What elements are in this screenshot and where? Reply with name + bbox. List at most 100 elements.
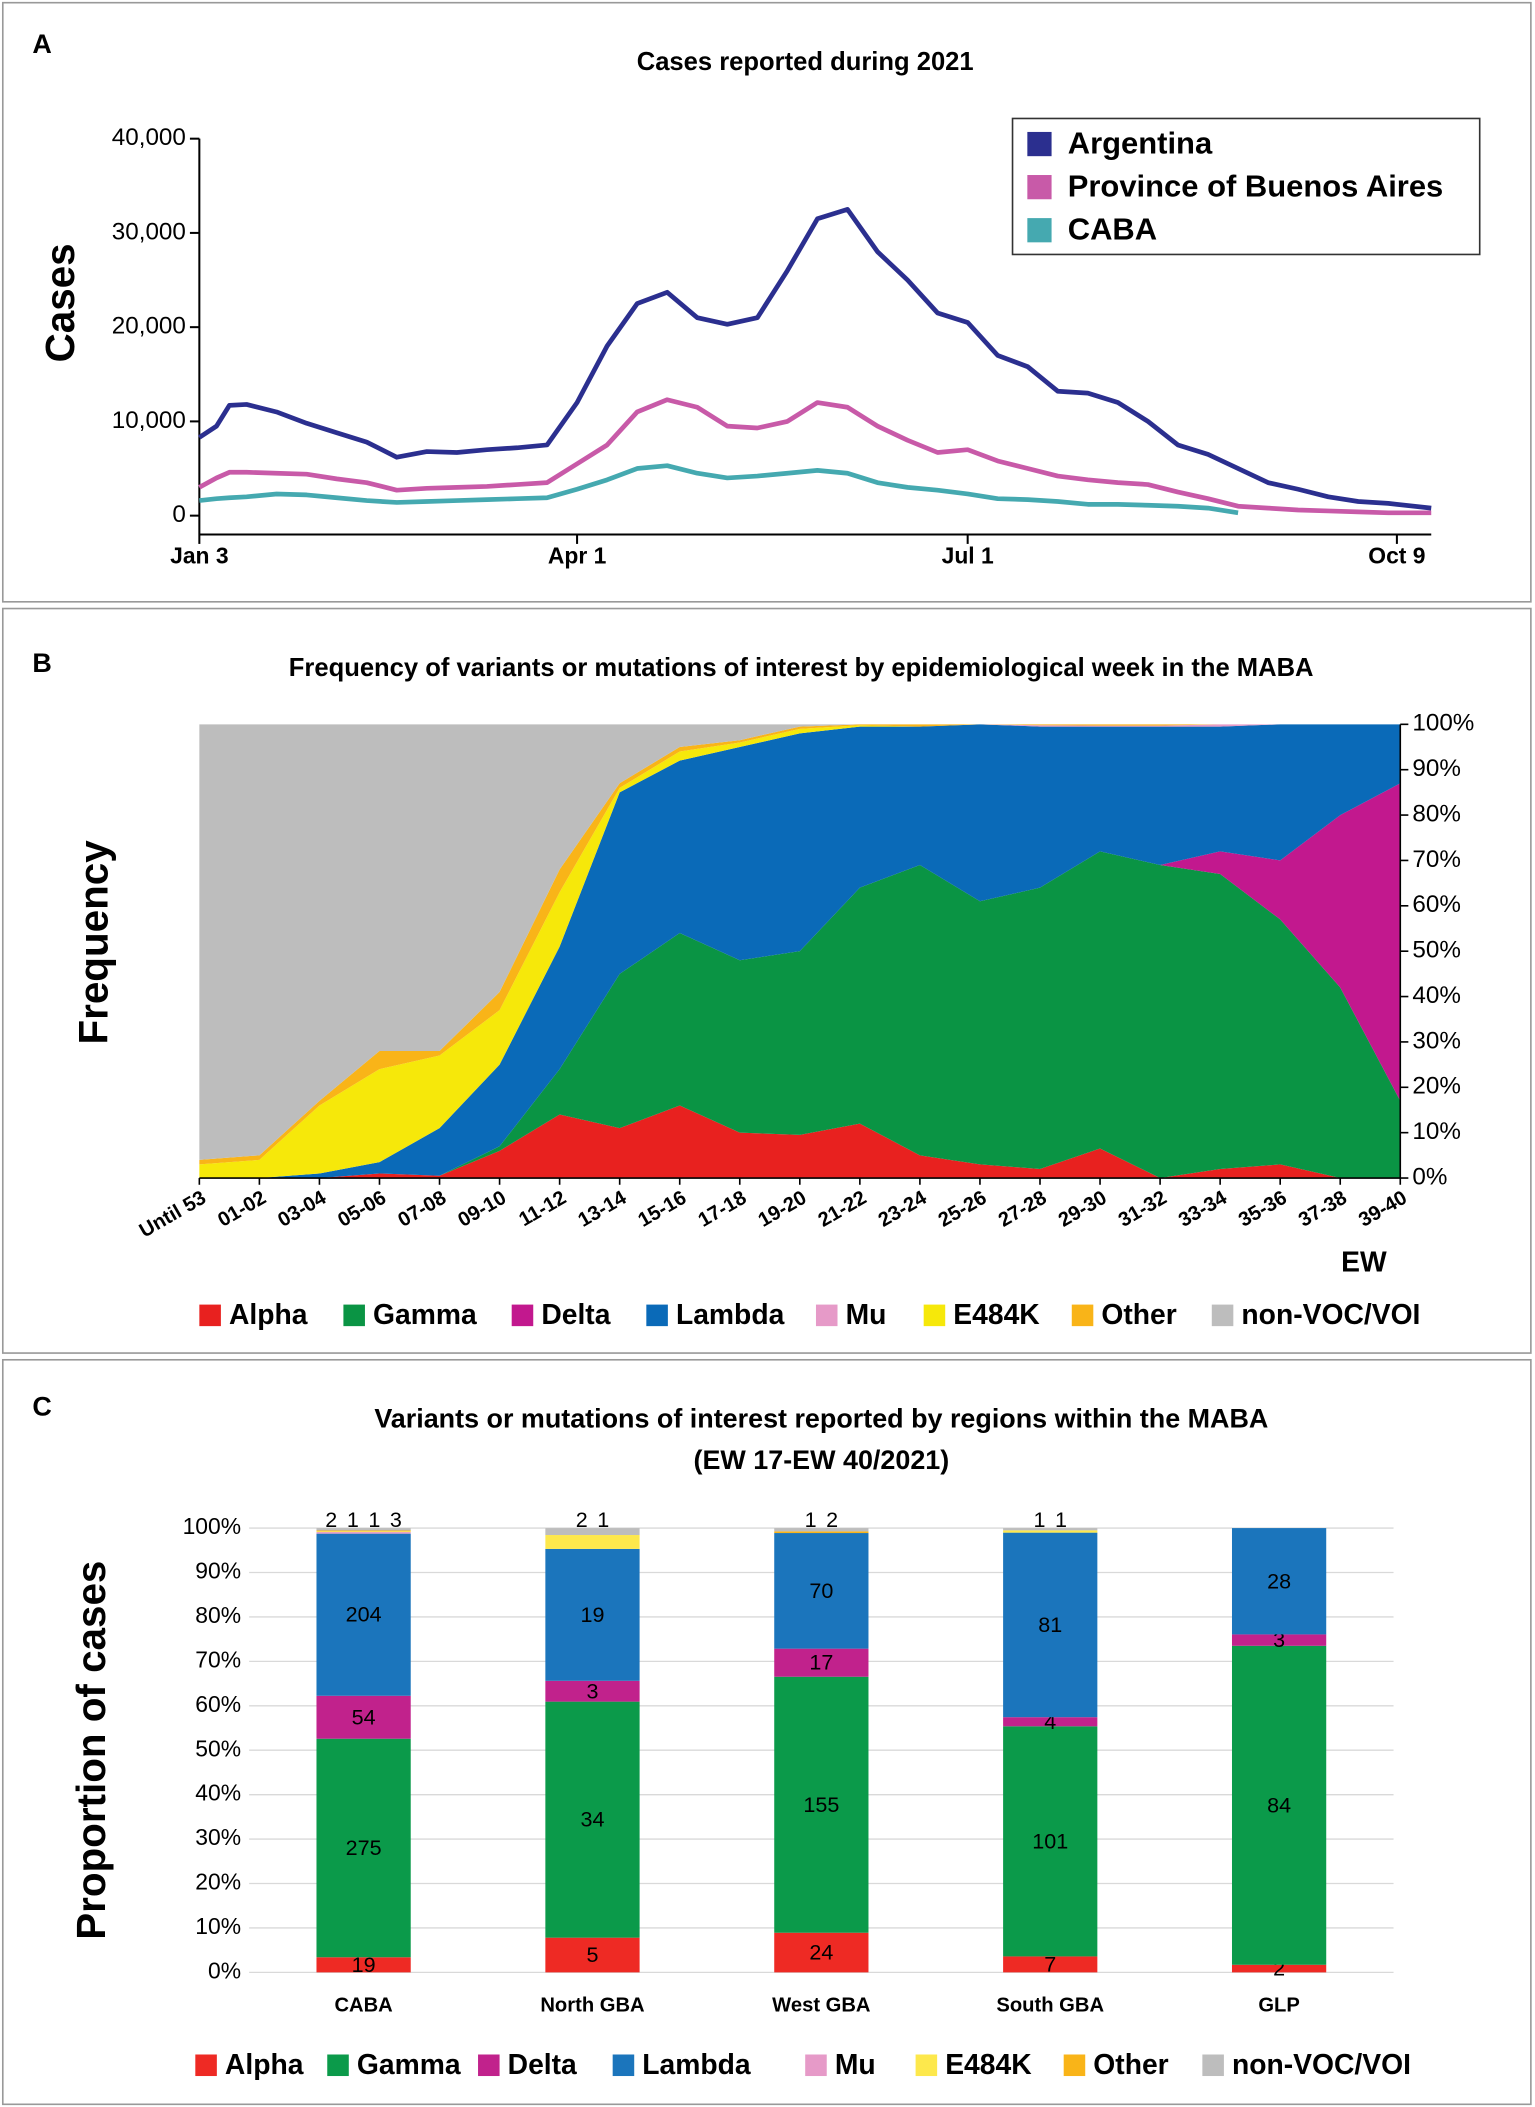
chart-subtitle: (EW 17-EW 40/2021) — [694, 1445, 950, 1475]
bar-segment — [774, 1528, 869, 1532]
chart-title: Variants or mutations of interest report… — [374, 1403, 1268, 1433]
bar-segment — [545, 1701, 640, 1938]
x-tick-label: 15-16 — [635, 1187, 691, 1232]
x-tick-label: Oct 9 — [1368, 542, 1425, 568]
x-tick-label: 31-32 — [1115, 1187, 1171, 1232]
x-tick-label: 03-04 — [274, 1186, 330, 1231]
y-tick-label: 0 — [172, 501, 185, 528]
y-tick-label: 80% — [195, 1602, 241, 1628]
area-series — [199, 724, 1401, 1160]
y-tick-label: 0% — [208, 1957, 241, 1983]
bar-segment — [316, 1532, 411, 1534]
data-label: 1 — [597, 1508, 609, 1532]
panel-label: B — [32, 648, 51, 678]
x-tick-label: CABA — [334, 1994, 393, 2016]
data-label: 3 — [390, 1508, 402, 1532]
bar-segment — [1231, 1634, 1327, 1646]
y-tick-label: 40,000 — [112, 124, 186, 151]
bar-segment — [545, 1680, 640, 1702]
panel-frame — [1, 1358, 1532, 2106]
x-axis-label: EW — [1341, 1246, 1387, 1278]
y-axis-label: Cases — [37, 243, 83, 362]
legend-label: non-VOC/VOI — [1241, 1298, 1420, 1330]
legend-label: Province of Buenos Aires — [1068, 169, 1444, 204]
legend-swatch — [1202, 2054, 1224, 2077]
x-tick-label: North GBA — [540, 1994, 645, 2016]
y-tick-label: 80% — [1412, 800, 1460, 827]
bar-segment — [316, 1533, 411, 1696]
data-label: 19 — [352, 1953, 376, 1977]
x-tick-label: 29-30 — [1055, 1187, 1111, 1232]
bar-segment — [774, 1932, 869, 1973]
legend-swatch — [195, 2054, 217, 2077]
legend-swatch — [923, 1304, 946, 1327]
data-label: 2 — [826, 1508, 838, 1532]
data-label: 2 — [1273, 1957, 1285, 1981]
x-tick-label: 27-28 — [995, 1187, 1051, 1232]
x-tick-label: 35-36 — [1235, 1187, 1291, 1232]
legend-label: Gamma — [373, 1298, 477, 1330]
legend-swatch — [646, 1304, 668, 1327]
x-tick-label: 37-38 — [1295, 1187, 1351, 1232]
bar-segment — [316, 1738, 411, 1958]
x-tick-label: 17-18 — [695, 1187, 751, 1232]
bar-segment — [545, 1937, 640, 1973]
data-label: 155 — [803, 1793, 839, 1817]
y-axis-label: Proportion of cases — [68, 1561, 114, 1940]
chart-title: Frequency of variants or mutations of in… — [289, 654, 1314, 682]
legend-swatch — [327, 2054, 349, 2077]
x-tick-label: 13-14 — [575, 1186, 631, 1231]
y-tick-label: 10,000 — [112, 407, 186, 434]
bar-segment — [545, 1535, 640, 1549]
x-tick-label: 21-22 — [815, 1187, 871, 1232]
bar-segment — [1003, 1717, 1098, 1727]
legend-label: Lambda — [642, 2048, 751, 2080]
x-tick-label: 23-24 — [875, 1186, 931, 1231]
y-tick-label: 50% — [195, 1735, 241, 1761]
legend-swatch — [1071, 1304, 1094, 1327]
data-label: 1 — [1055, 1508, 1067, 1532]
x-tick-label: West GBA — [772, 1994, 871, 2016]
bar-segment — [1231, 1528, 1327, 1635]
data-label: 1 — [805, 1508, 817, 1532]
y-tick-label: 70% — [195, 1646, 241, 1672]
bar-segment — [545, 1548, 640, 1681]
x-tick-label: 07-08 — [394, 1187, 450, 1232]
x-tick-label: Apr 1 — [548, 542, 607, 568]
y-tick-label: 60% — [195, 1691, 241, 1717]
legend-frame — [1011, 117, 1481, 256]
x-tick-label: 09-10 — [454, 1187, 510, 1232]
x-tick-label: 39-40 — [1355, 1187, 1411, 1232]
data-label: 2 — [325, 1508, 337, 1532]
legend-swatch — [1027, 218, 1052, 243]
legend-label: Delta — [541, 1298, 610, 1330]
legend-label: Mu — [846, 1298, 887, 1330]
area-series — [199, 724, 1401, 1179]
legend-label: CABA — [1068, 212, 1157, 247]
legend-swatch — [612, 2054, 635, 2077]
legend-swatch — [805, 2054, 827, 2077]
legend-swatch — [1063, 2054, 1086, 2077]
legend-label: Lambda — [676, 1298, 785, 1330]
bar-segment — [316, 1531, 411, 1533]
data-label: 54 — [352, 1705, 376, 1729]
legend-swatch — [1027, 131, 1052, 157]
legend-label: Other — [1101, 1298, 1176, 1330]
y-tick-label: 70% — [1412, 846, 1460, 873]
data-label: 17 — [809, 1651, 833, 1675]
legend-swatch — [815, 1304, 838, 1327]
y-axis-label: Frequency — [71, 840, 117, 1045]
data-label: 70 — [809, 1579, 833, 1603]
panel-label: A — [32, 29, 51, 59]
y-tick-label: 10% — [195, 1913, 241, 1939]
x-tick-label: Jan 3 — [170, 542, 228, 568]
data-label: 7 — [1044, 1952, 1056, 1976]
data-label: 101 — [1032, 1829, 1068, 1853]
x-tick-label: GLP — [1258, 1994, 1300, 2016]
y-tick-label: 10% — [1412, 1118, 1460, 1145]
legend-label: Argentina — [1068, 126, 1213, 161]
panel-frame — [1, 607, 1532, 1354]
data-label: 2 — [576, 1508, 588, 1532]
legend-label: Gamma — [357, 2048, 461, 2080]
